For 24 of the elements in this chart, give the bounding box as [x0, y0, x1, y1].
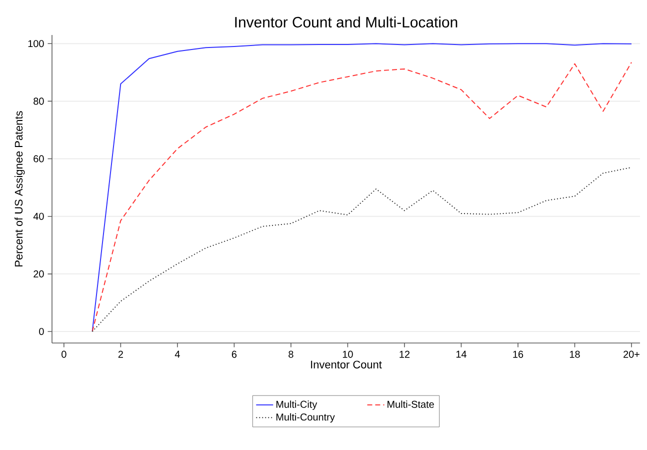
y-tick-label: 20 [34, 270, 44, 278]
x-tick-label: 20+ [624, 350, 640, 358]
line-series [92, 166, 632, 332]
x-tick-label: 12 [400, 350, 410, 358]
y-tick-label: 40 [33, 212, 44, 220]
legend-label: Multi-Country [276, 413, 335, 423]
y-tick-label: 80 [34, 98, 44, 105]
chart-title: Inventor Count and Multi-Location [235, 16, 458, 28]
x-axis-title: Inventor Count [311, 360, 382, 368]
x-tick-label: 10 [342, 350, 353, 358]
y-tick-label: 0 [39, 328, 44, 336]
x-tick-label: 6 [232, 350, 237, 358]
x-tick-label: 8 [288, 350, 294, 358]
x-tick-label: 18 [570, 350, 580, 358]
y-axis-title: Percent of US Assignee Patents [14, 111, 25, 266]
x-tick-label: 2 [118, 350, 123, 358]
x-tick-label: 4 [174, 350, 180, 358]
y-tick-label: 100 [28, 40, 44, 48]
x-tick-label: 0 [62, 350, 66, 358]
legend-label: Multi-City [276, 400, 318, 410]
x-tick-label: 16 [513, 350, 524, 358]
x-tick-label: 14 [456, 350, 466, 358]
y-tick-label: 60 [34, 155, 44, 162]
legend-label: Multi-State [388, 400, 434, 408]
